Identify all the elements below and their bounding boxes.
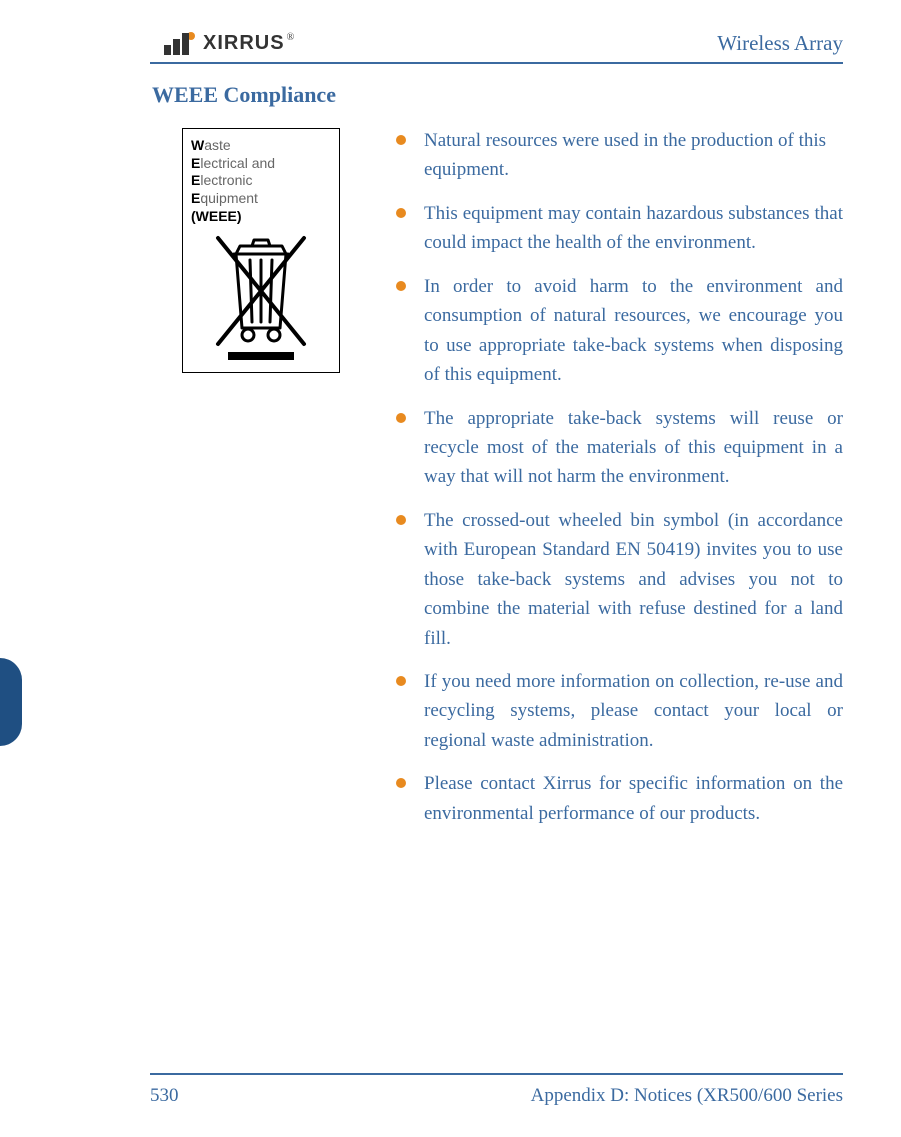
list-item-text: In order to avoid harm to the environmen…	[424, 272, 843, 390]
list-item: The appropriate take-back systems will r…	[392, 404, 843, 492]
list-item: In order to avoid harm to the environmen…	[392, 272, 843, 390]
crossed-out-wheeled-bin-icon	[206, 232, 316, 362]
appendix-label: Appendix D: Notices (XR500/600 Series	[531, 1085, 843, 1107]
list-item: Please contact Xirrus for specific infor…	[392, 769, 843, 828]
bullet-icon	[396, 135, 406, 145]
list-item: This equipment may contain hazardous sub…	[392, 199, 843, 258]
list-item: Natural resources were used in the produ…	[392, 126, 843, 185]
list-item-text: The crossed-out wheeled bin symbol (in a…	[424, 506, 843, 653]
list-item-text: Please contact Xirrus for specific infor…	[424, 769, 843, 828]
page-header: XIRRUS® Wireless Array	[150, 18, 843, 64]
list-item: If you need more information on collecti…	[392, 667, 843, 755]
logo-mark-icon	[164, 32, 195, 55]
list-item-text: The appropriate take-back systems will r…	[424, 404, 843, 492]
list-item-text: If you need more information on collecti…	[424, 667, 843, 755]
list-item-text: Natural resources were used in the produ…	[424, 126, 843, 185]
bullet-icon	[396, 515, 406, 525]
list-item: The crossed-out wheeled bin symbol (in a…	[392, 506, 843, 653]
registered-mark: ®	[287, 32, 295, 43]
weee-symbol-box: WasteElectrical andElectronicEquipment (…	[182, 128, 340, 373]
weee-line: Electronic	[191, 172, 331, 190]
section-title: WEEE Compliance	[152, 82, 843, 108]
weee-line: Electrical and	[191, 155, 331, 173]
page-number: 530	[150, 1085, 179, 1107]
bullet-icon	[396, 676, 406, 686]
bullet-icon	[396, 208, 406, 218]
weee-line: Waste	[191, 137, 331, 155]
document-title: Wireless Array	[717, 31, 843, 56]
side-thumb-tab	[0, 658, 22, 746]
footer-rule	[150, 1073, 843, 1075]
bullet-icon	[396, 281, 406, 291]
bullet-icon	[396, 778, 406, 788]
logo-text: XIRRUS	[203, 32, 285, 55]
list-item-text: This equipment may contain hazardous sub…	[424, 199, 843, 258]
page-footer: 530 Appendix D: Notices (XR500/600 Serie…	[150, 1073, 843, 1107]
weee-line: Equipment	[191, 190, 331, 208]
weee-acronym: (WEEE)	[191, 208, 331, 226]
brand-logo: XIRRUS®	[164, 32, 294, 55]
bullet-list: Natural resources were used in the produ…	[392, 126, 843, 828]
bullet-icon	[396, 413, 406, 423]
